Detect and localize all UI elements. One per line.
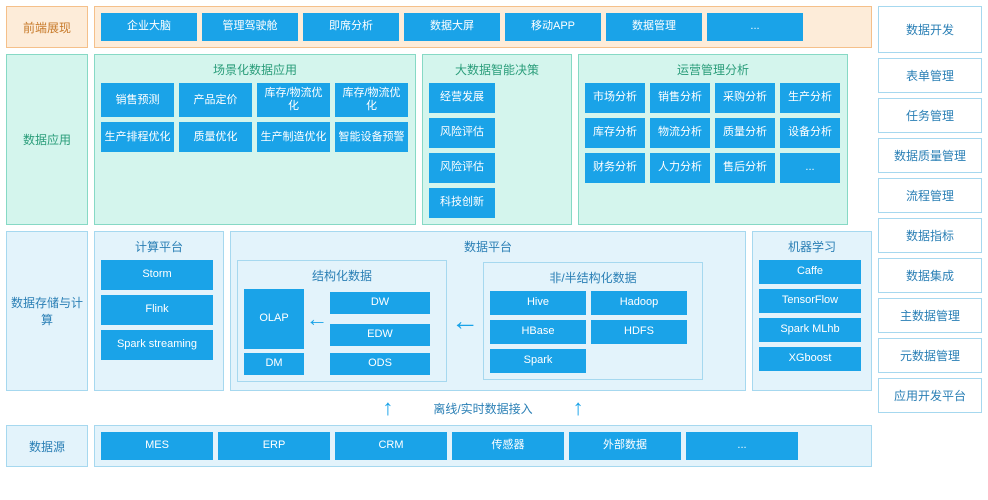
- group: 运营管理分析市场分析销售分析采购分析生产分析库存分析物流分析质量分析设备分析财务…: [578, 54, 848, 225]
- block-ODS: ODS: [330, 353, 430, 375]
- side-item: 数据集成: [878, 258, 982, 293]
- block-企业大脑: 企业大脑: [101, 13, 197, 41]
- block-生产制造优化: 生产制造优化: [257, 122, 330, 152]
- side-title: 数据开发: [878, 6, 982, 53]
- group-title: 数据平台: [237, 238, 739, 255]
- group-title: 运营管理分析: [585, 61, 841, 78]
- group-title: 机器学习: [759, 238, 865, 255]
- side-item: 主数据管理: [878, 298, 982, 333]
- layer-label: 数据存储与计算: [6, 231, 88, 391]
- block-移动APP: 移动APP: [505, 13, 601, 41]
- block-质量优化: 质量优化: [179, 122, 252, 152]
- block-销售预测: 销售预测: [101, 83, 174, 117]
- group: 场景化数据应用销售预测产品定价库存/物流优化库存/物流优化生产排程优化质量优化生…: [94, 54, 416, 225]
- group: 大数据智能决策经营发展风险评估风险评估科技创新: [422, 54, 572, 225]
- block-售后分析: 售后分析: [715, 153, 775, 183]
- block-...: ...: [707, 13, 803, 41]
- block-HDFS: HDFS: [591, 320, 687, 344]
- block-人力分析: 人力分析: [650, 153, 710, 183]
- block-设备分析: 设备分析: [780, 118, 840, 148]
- block-财务分析: 财务分析: [585, 153, 645, 183]
- group: 数据平台结构化数据OLAP←DWEDWDMODS←非/半结构化数据HiveHad…: [230, 231, 746, 391]
- block-采购分析: 采购分析: [715, 83, 775, 113]
- block-...: ...: [686, 432, 798, 460]
- block-数据管理: 数据管理: [606, 13, 702, 41]
- block-Spark streaming: Spark streaming: [101, 330, 213, 360]
- block-质量分析: 质量分析: [715, 118, 775, 148]
- group: 非/半结构化数据 HiveHadoopHBaseHDFSSpark: [483, 262, 703, 380]
- block-生产排程优化: 生产排程优化: [101, 122, 174, 152]
- group-title: 场景化数据应用: [101, 61, 409, 78]
- block-物流分析: 物流分析: [650, 118, 710, 148]
- block-TensorFlow: TensorFlow: [759, 289, 861, 313]
- side-item: 表单管理: [878, 58, 982, 93]
- block-外部数据: 外部数据: [569, 432, 681, 460]
- block-库存分析: 库存分析: [585, 118, 645, 148]
- block-风险评估: 风险评估: [429, 118, 495, 148]
- group: MESERPCRM传感器外部数据...: [94, 425, 872, 467]
- block-...: ...: [780, 153, 840, 183]
- arrow-up-icon: ↑: [382, 395, 393, 421]
- block-生产分析: 生产分析: [780, 83, 840, 113]
- block-Storm: Storm: [101, 260, 213, 290]
- block-OLAP: OLAP: [244, 289, 304, 349]
- block-市场分析: 市场分析: [585, 83, 645, 113]
- block-Hadoop: Hadoop: [591, 291, 687, 315]
- block-智能设备预警: 智能设备预警: [335, 122, 408, 152]
- side-item: 应用开发平台: [878, 378, 982, 413]
- group-title: 非/半结构化数据: [490, 269, 696, 286]
- block-CRM: CRM: [335, 432, 447, 460]
- arrow-up-icon: ↑: [573, 395, 584, 421]
- block-Hive: Hive: [490, 291, 586, 315]
- group-title: 计算平台: [101, 238, 217, 255]
- block-HBase: HBase: [490, 320, 586, 344]
- ingest-label: 离线/实时数据接入: [433, 400, 532, 417]
- block-科技创新: 科技创新: [429, 188, 495, 218]
- block-DW: DW: [330, 292, 430, 314]
- layer-label: 数据应用: [6, 54, 88, 225]
- block-传感器: 传感器: [452, 432, 564, 460]
- block-库存/物流优化: 库存/物流优化: [257, 83, 330, 117]
- layer-label: 数据源: [6, 425, 88, 467]
- block-Flink: Flink: [101, 295, 213, 325]
- block-风险评估: 风险评估: [429, 153, 495, 183]
- side-item: 任务管理: [878, 98, 982, 133]
- block-XGboost: XGboost: [759, 347, 861, 371]
- arrow-icon: ←: [308, 306, 326, 332]
- side-item: 数据指标: [878, 218, 982, 253]
- block-即席分析: 即席分析: [303, 13, 399, 41]
- block-数据大屏: 数据大屏: [404, 13, 500, 41]
- group: 结构化数据OLAP←DWEDWDMODS: [237, 260, 447, 382]
- block-ERP: ERP: [218, 432, 330, 460]
- side-item: 元数据管理: [878, 338, 982, 373]
- block-Spark: Spark: [490, 349, 586, 373]
- group-title: 大数据智能决策: [429, 61, 565, 78]
- block-EDW: EDW: [330, 324, 430, 346]
- arrow-icon: ←: [451, 305, 479, 337]
- block-产品定价: 产品定价: [179, 83, 252, 117]
- block-管理驾驶舱: 管理驾驶舱: [202, 13, 298, 41]
- block-Spark MLhb: Spark MLhb: [759, 318, 861, 342]
- group: 计算平台 Storm Flink Spark streaming: [94, 231, 224, 391]
- block-MES: MES: [101, 432, 213, 460]
- side-item: 流程管理: [878, 178, 982, 213]
- block-DM: DM: [244, 353, 304, 375]
- side-item: 数据质量管理: [878, 138, 982, 173]
- block-经营发展: 经营发展: [429, 83, 495, 113]
- block-库存/物流优化: 库存/物流优化: [335, 83, 408, 117]
- block-Caffe: Caffe: [759, 260, 861, 284]
- layer-label: 前端展现: [6, 6, 88, 48]
- group: 企业大脑管理驾驶舱即席分析数据大屏移动APP数据管理...: [94, 6, 872, 48]
- block-销售分析: 销售分析: [650, 83, 710, 113]
- group: 机器学习 Caffe TensorFlow Spark MLhb XGboost: [752, 231, 872, 391]
